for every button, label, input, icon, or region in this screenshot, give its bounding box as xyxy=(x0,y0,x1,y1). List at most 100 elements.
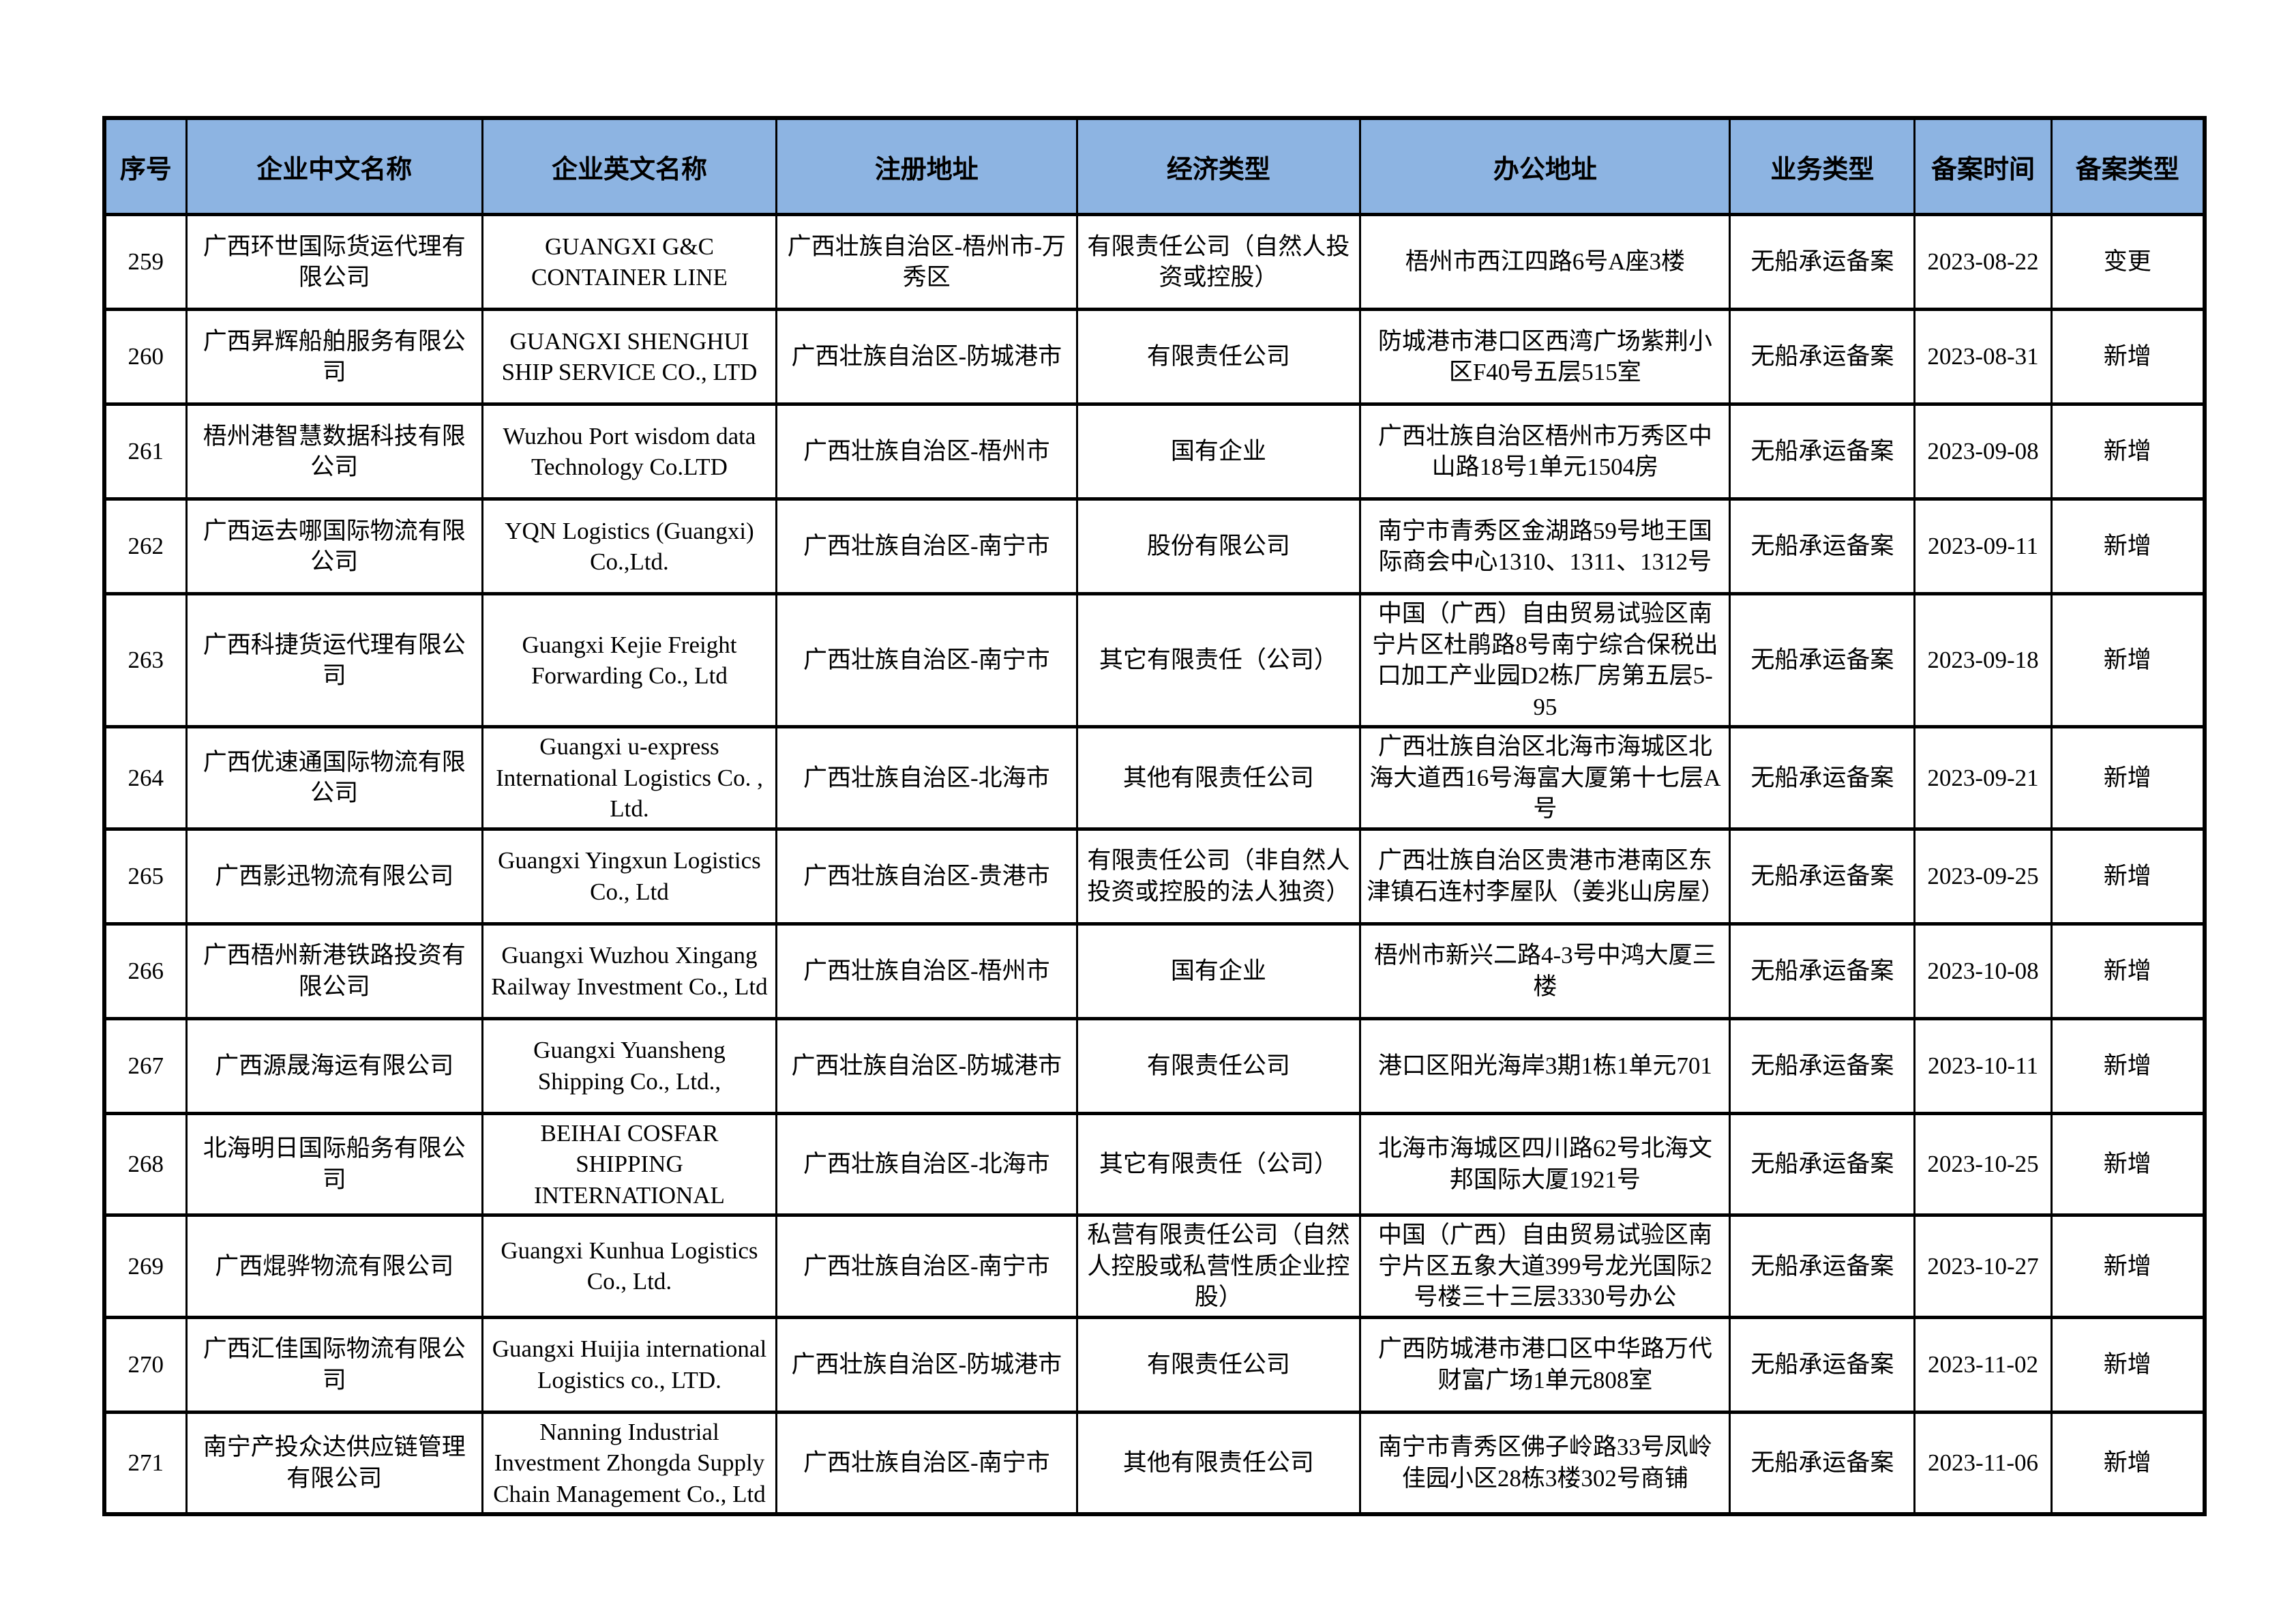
cell-filing-type: 新增 xyxy=(2050,308,2206,406)
cell-registered-address: 广西壮族自治区-南宁市 xyxy=(775,1213,1078,1319)
cell-company-name-en: Guangxi Huijia international Logistics c… xyxy=(481,1315,778,1414)
cell-economic-type: 有限责任公司 xyxy=(1075,1016,1362,1115)
header-filing-date: 备案时间 xyxy=(1913,116,2053,216)
header-economic-type: 经济类型 xyxy=(1075,116,1362,216)
cell-company-name-cn: 广西优速通国际物流有限公司 xyxy=(185,725,483,831)
cell-filing-date: 2023-10-27 xyxy=(1913,1213,2053,1319)
cell-office-address: 港口区阳光海岸3期1栋1单元701 xyxy=(1359,1016,1731,1115)
cell-filing-type: 新增 xyxy=(2050,1213,2206,1319)
cell-serial-number: 266 xyxy=(103,921,188,1020)
cell-company-name-en: GUANGXI G&C CONTAINER LINE xyxy=(481,213,778,311)
table-row: 261 梧州港智慧数据科技有限公司 Wuzhou Port wisdom dat… xyxy=(103,402,2206,501)
cell-serial-number: 264 xyxy=(103,725,188,831)
cell-business-type: 无船承运备案 xyxy=(1729,921,1916,1020)
cell-business-type: 无船承运备案 xyxy=(1729,1213,1916,1319)
cell-filing-type: 新增 xyxy=(2050,497,2206,595)
cell-company-name-en: Guangxi Yuansheng Shipping Co., Ltd., xyxy=(481,1016,778,1115)
cell-company-name-cn: 广西运去哪国际物流有限公司 xyxy=(185,497,483,595)
cell-company-name-cn: 广西梧州新港铁路投资有限公司 xyxy=(185,921,483,1020)
table-row: 264 广西优速通国际物流有限公司 Guangxi u-express Inte… xyxy=(103,725,2206,831)
cell-serial-number: 265 xyxy=(103,827,188,926)
cell-business-type: 无船承运备案 xyxy=(1729,308,1916,406)
cell-filing-type: 新增 xyxy=(2050,1315,2206,1414)
cell-office-address: 梧州市新兴二路4-3号中鸿大厦三楼 xyxy=(1359,921,1731,1020)
cell-office-address: 广西防城港市港口区中华路万代财富广场1单元808室 xyxy=(1359,1315,1731,1414)
cell-filing-date: 2023-08-22 xyxy=(1913,213,2053,311)
cell-economic-type: 有限责任公司（非自然人投资或控股的法人独资） xyxy=(1075,827,1362,926)
cell-filing-type: 新增 xyxy=(2050,1016,2206,1115)
cell-economic-type: 国有企业 xyxy=(1075,402,1362,501)
table-row: 269 广西焜骅物流有限公司 Guangxi Kunhua Logistics … xyxy=(103,1213,2206,1319)
cell-office-address: 广西壮族自治区北海市海城区北海大道西16号海富大厦第十七层A号 xyxy=(1359,725,1731,831)
cell-company-name-en: Guangxi Yingxun Logistics Co., Ltd xyxy=(481,827,778,926)
cell-serial-number: 259 xyxy=(103,213,188,311)
cell-economic-type: 股份有限公司 xyxy=(1075,497,1362,595)
cell-filing-date: 2023-09-25 xyxy=(1913,827,2053,926)
cell-filing-date: 2023-09-11 xyxy=(1913,497,2053,595)
table-row: 263 广西科捷货运代理有限公司 Guangxi Kejie Freight F… xyxy=(103,592,2206,728)
table-row: 259 广西环世国际货运代理有限公司 GUANGXI G&C CONTAINER… xyxy=(103,213,2206,311)
cell-serial-number: 268 xyxy=(103,1111,188,1217)
cell-economic-type: 有限责任公司 xyxy=(1075,308,1362,406)
cell-office-address: 广西壮族自治区贵港市港南区东津镇石连村李屋队（姜兆山房屋） xyxy=(1359,827,1731,926)
table-body: 259 广西环世国际货运代理有限公司 GUANGXI G&C CONTAINER… xyxy=(103,213,2206,1516)
cell-business-type: 无船承运备案 xyxy=(1729,725,1916,831)
cell-office-address: 中国（广西）自由贸易试验区南宁片区五象大道399号龙光国际2号楼三十三层3330… xyxy=(1359,1213,1731,1319)
cell-filing-date: 2023-10-11 xyxy=(1913,1016,2053,1115)
cell-filing-type: 新增 xyxy=(2050,592,2206,728)
header-company-name-cn: 企业中文名称 xyxy=(185,116,483,216)
cell-economic-type: 其它有限责任（公司） xyxy=(1075,1111,1362,1217)
cell-office-address: 广西壮族自治区梧州市万秀区中山路18号1单元1504房 xyxy=(1359,402,1731,501)
table-row: 268 北海明日国际船务有限公司 BEIHAI COSFAR SHIPPING … xyxy=(103,1111,2206,1217)
cell-filing-date: 2023-11-02 xyxy=(1913,1315,2053,1414)
header-row: 序号 企业中文名称 企业英文名称 注册地址 经济类型 办公地址 业务类型 备案时… xyxy=(103,116,2206,216)
cell-filing-type: 变更 xyxy=(2050,213,2206,311)
cell-company-name-cn: 广西焜骅物流有限公司 xyxy=(185,1213,483,1319)
cell-company-name-en: Wuzhou Port wisdom data Technology Co.LT… xyxy=(481,402,778,501)
cell-economic-type: 其他有限责任公司 xyxy=(1075,725,1362,831)
cell-office-address: 防城港市港口区西湾广场紫荆小区F40号五层515室 xyxy=(1359,308,1731,406)
cell-company-name-en: Guangxi u-express International Logistic… xyxy=(481,725,778,831)
header-company-name-en: 企业英文名称 xyxy=(481,116,778,216)
header-filing-type: 备案类型 xyxy=(2050,116,2206,216)
cell-filing-type: 新增 xyxy=(2050,827,2206,926)
cell-business-type: 无船承运备案 xyxy=(1729,402,1916,501)
cell-registered-address: 广西壮族自治区-南宁市 xyxy=(775,497,1078,595)
cell-economic-type: 有限责任公司（自然人投资或控股） xyxy=(1075,213,1362,311)
cell-registered-address: 广西壮族自治区-南宁市 xyxy=(775,592,1078,728)
header-business-type: 业务类型 xyxy=(1729,116,1916,216)
cell-economic-type: 国有企业 xyxy=(1075,921,1362,1020)
cell-registered-address: 广西壮族自治区-防城港市 xyxy=(775,1016,1078,1115)
cell-company-name-en: Nanning Industrial Investment Zhongda Su… xyxy=(481,1410,778,1516)
cell-company-name-cn: 梧州港智慧数据科技有限公司 xyxy=(185,402,483,501)
cell-registered-address: 广西壮族自治区-北海市 xyxy=(775,1111,1078,1217)
cell-filing-date: 2023-10-25 xyxy=(1913,1111,2053,1217)
cell-company-name-cn: 广西源晟海运有限公司 xyxy=(185,1016,483,1115)
cell-registered-address: 广西壮族自治区-梧州市 xyxy=(775,921,1078,1020)
cell-business-type: 无船承运备案 xyxy=(1729,827,1916,926)
cell-registered-address: 广西壮族自治区-贵港市 xyxy=(775,827,1078,926)
cell-serial-number: 267 xyxy=(103,1016,188,1115)
cell-filing-type: 新增 xyxy=(2050,402,2206,501)
cell-filing-type: 新增 xyxy=(2050,921,2206,1020)
cell-business-type: 无船承运备案 xyxy=(1729,213,1916,311)
cell-business-type: 无船承运备案 xyxy=(1729,1111,1916,1217)
cell-economic-type: 私营有限责任公司（自然人控股或私营性质企业控股） xyxy=(1075,1213,1362,1319)
cell-filing-type: 新增 xyxy=(2050,725,2206,831)
cell-company-name-en: GUANGXI SHENGHUI SHIP SERVICE CO., LTD xyxy=(481,308,778,406)
table-sheet: 序号 企业中文名称 企业英文名称 注册地址 经济类型 办公地址 业务类型 备案时… xyxy=(102,116,2207,1516)
cell-company-name-en: BEIHAI COSFAR SHIPPING INTERNATIONAL xyxy=(481,1111,778,1217)
cell-serial-number: 262 xyxy=(103,497,188,595)
table-row: 266 广西梧州新港铁路投资有限公司 Guangxi Wuzhou Xingan… xyxy=(103,921,2206,1020)
cell-filing-date: 2023-09-18 xyxy=(1913,592,2053,728)
table-row: 262 广西运去哪国际物流有限公司 YQN Logistics (Guangxi… xyxy=(103,497,2206,595)
cell-economic-type: 其它有限责任（公司） xyxy=(1075,592,1362,728)
cell-business-type: 无船承运备案 xyxy=(1729,1315,1916,1414)
cell-company-name-cn: 广西汇佳国际物流有限公司 xyxy=(185,1315,483,1414)
nvocc-filing-table: 序号 企业中文名称 企业英文名称 注册地址 经济类型 办公地址 业务类型 备案时… xyxy=(102,116,2207,1516)
cell-filing-date: 2023-09-21 xyxy=(1913,725,2053,831)
cell-registered-address: 广西壮族自治区-梧州市-万秀区 xyxy=(775,213,1078,311)
header-registered-address: 注册地址 xyxy=(775,116,1078,216)
cell-serial-number: 270 xyxy=(103,1315,188,1414)
